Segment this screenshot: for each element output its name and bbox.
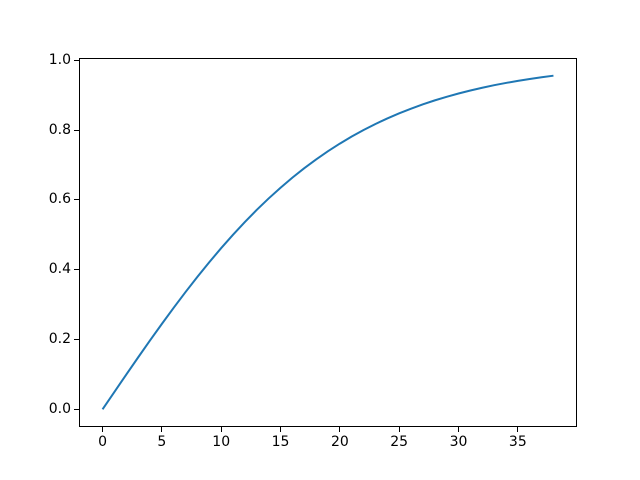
x-tick-label: 0 <box>98 434 107 450</box>
y-tick-label: 0.4 <box>48 261 71 278</box>
x-tick-label: 30 <box>449 434 468 450</box>
y-tick-label: 0.2 <box>48 331 71 348</box>
x-tick-mark <box>517 427 519 432</box>
y-tick-label: 0.6 <box>48 191 71 208</box>
x-tick-mark <box>339 427 341 432</box>
x-tick-label: 35 <box>508 434 527 450</box>
x-tick-label: 20 <box>330 434 349 450</box>
y-tick-mark <box>74 59 79 61</box>
x-tick-mark <box>161 427 163 432</box>
x-tick-label: 15 <box>271 434 290 450</box>
x-tick-mark <box>458 427 460 432</box>
line-chart-canvas <box>101 74 554 410</box>
y-tick-mark <box>74 129 79 131</box>
data-line-series <box>101 74 554 410</box>
x-tick-mark <box>398 427 400 432</box>
x-tick-label: 10 <box>212 434 231 450</box>
y-tick-mark <box>74 199 79 201</box>
x-tick-mark <box>220 427 222 432</box>
y-tick-mark <box>74 408 79 410</box>
plot-area <box>79 58 577 427</box>
y-tick-mark <box>74 339 79 341</box>
y-tick-label: 1.0 <box>48 51 71 68</box>
x-tick-mark <box>102 427 104 432</box>
x-tick-label: 25 <box>390 434 409 450</box>
y-tick-mark <box>74 269 79 271</box>
x-tick-mark <box>280 427 282 432</box>
x-tick-label: 5 <box>157 434 167 450</box>
y-tick-label: 0.8 <box>48 121 71 138</box>
y-tick-label: 0.0 <box>48 400 71 417</box>
